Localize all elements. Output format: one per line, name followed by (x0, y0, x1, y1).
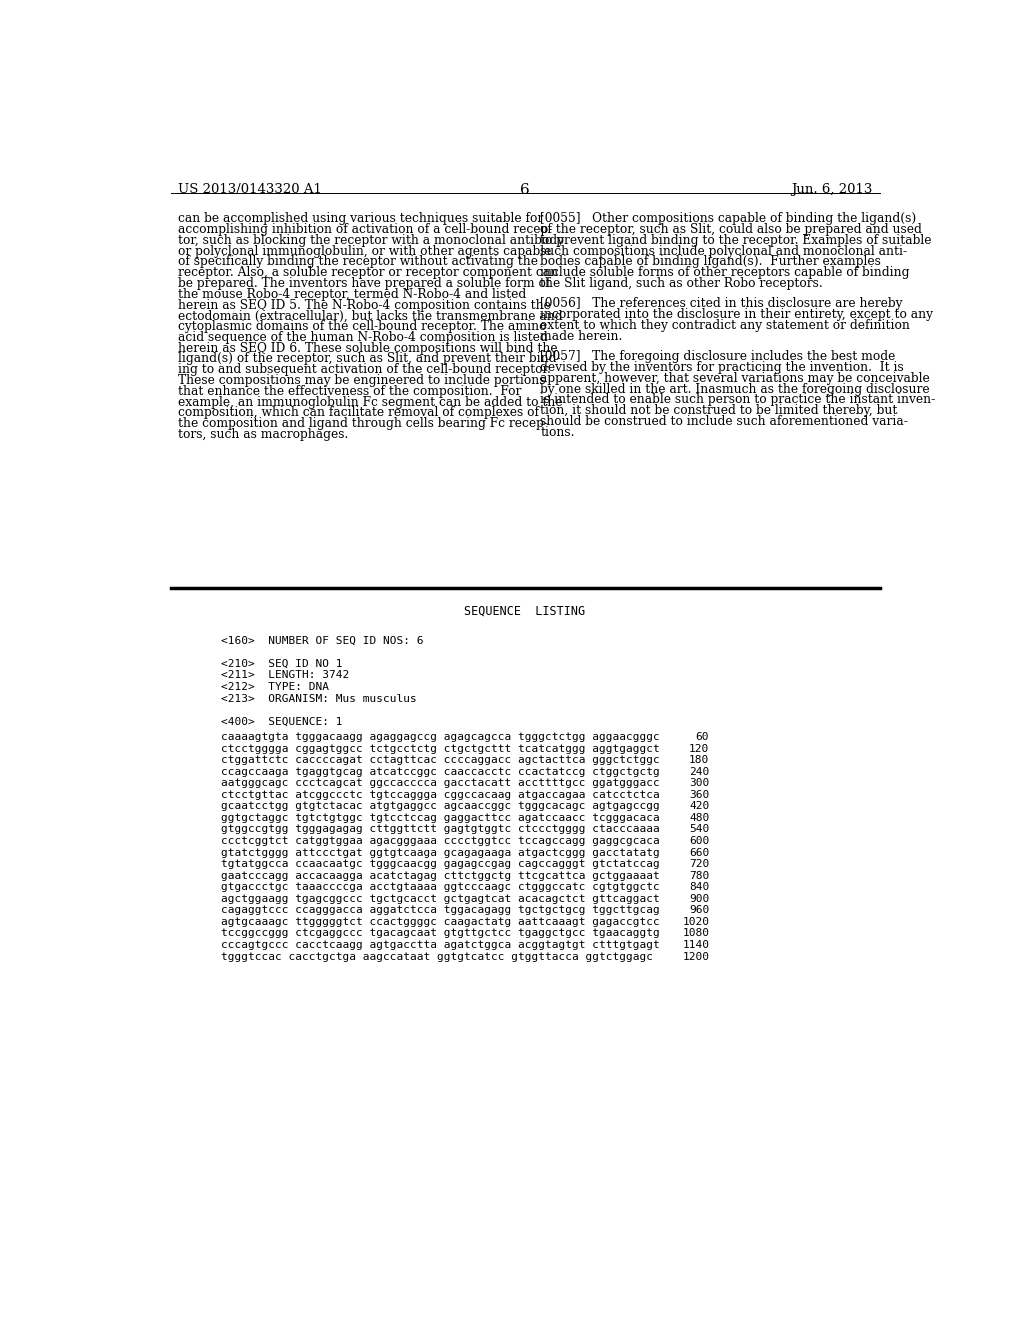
Text: 1020: 1020 (682, 917, 710, 927)
Text: gcaatcctgg gtgtctacac atgtgaggcc agcaaccggc tgggcacagc agtgagccgg: gcaatcctgg gtgtctacac atgtgaggcc agcaacc… (221, 801, 659, 812)
Text: tor, such as blocking the receptor with a monoclonal antibody: tor, such as blocking the receptor with … (178, 234, 564, 247)
Text: 420: 420 (689, 801, 710, 812)
Text: gtgaccctgc taaaccccga acctgtaaaa ggtcccaagc ctgggccatc cgtgtggctc: gtgaccctgc taaaccccga acctgtaaaa ggtccca… (221, 882, 659, 892)
Text: [0057]   The foregoing disclosure includes the best mode: [0057] The foregoing disclosure includes… (541, 350, 896, 363)
Text: such compositions include polyclonal and monoclonal anti-: such compositions include polyclonal and… (541, 244, 907, 257)
Text: ggtgctaggc tgtctgtggc tgtcctccag gaggacttcc agatccaacc tcgggacaca: ggtgctaggc tgtctgtggc tgtcctccag gaggact… (221, 813, 659, 822)
Text: be prepared. The inventors have prepared a soluble form of: be prepared. The inventors have prepared… (178, 277, 551, 290)
Text: should be construed to include such aforementioned varia-: should be construed to include such afor… (541, 414, 908, 428)
Text: devised by the inventors for practicing the invention.  It is: devised by the inventors for practicing … (541, 362, 904, 374)
Text: accomplishing inhibition of activation of a cell-bound recep-: accomplishing inhibition of activation o… (178, 223, 553, 236)
Text: ccctcggtct catggtggaa agacgggaaa cccctggtcc tccagccagg gaggcgcaca: ccctcggtct catggtggaa agacgggaaa cccctgg… (221, 836, 659, 846)
Text: 1080: 1080 (682, 928, 710, 939)
Text: Jun. 6, 2013: Jun. 6, 2013 (791, 183, 872, 197)
Text: 180: 180 (689, 755, 710, 766)
Text: or polyclonal immunoglobulin, or with other agents capable: or polyclonal immunoglobulin, or with ot… (178, 244, 552, 257)
Text: example, an immunoglobulin Fc segment can be added to the: example, an immunoglobulin Fc segment ca… (178, 396, 563, 409)
Text: 1140: 1140 (682, 940, 710, 950)
Text: 1200: 1200 (682, 952, 710, 961)
Text: 840: 840 (689, 882, 710, 892)
Text: 600: 600 (689, 836, 710, 846)
Text: caaaagtgta tgggacaagg agaggagccg agagcagcca tgggctctgg aggaacgggc: caaaagtgta tgggacaagg agaggagccg agagcag… (221, 733, 659, 742)
Text: <212>  TYPE: DNA: <212> TYPE: DNA (221, 682, 329, 692)
Text: the composition and ligand through cells bearing Fc recep-: the composition and ligand through cells… (178, 417, 549, 430)
Text: acid sequence of the human N-Robo-4 composition is listed: acid sequence of the human N-Robo-4 comp… (178, 331, 548, 345)
Text: aatgggcagc ccctcagcat ggccacccca gacctacatt accttttgcc ggatgggacc: aatgggcagc ccctcagcat ggccacccca gacctac… (221, 779, 659, 788)
Text: herein as SEQ ID 6. These soluble compositions will bind the: herein as SEQ ID 6. These soluble compos… (178, 342, 558, 355)
Text: ligand(s) of the receptor, such as Slit, and prevent their bind-: ligand(s) of the receptor, such as Slit,… (178, 352, 561, 366)
Text: tors, such as macrophages.: tors, such as macrophages. (178, 428, 349, 441)
Text: tccggccggg ctcgaggccc tgacagcaat gtgttgctcc tgaggctgcc tgaacaggtg: tccggccggg ctcgaggccc tgacagcaat gtgttgc… (221, 928, 659, 939)
Text: These compositions may be engineered to include portions: These compositions may be engineered to … (178, 374, 546, 387)
Text: apparent, however, that several variations may be conceivable: apparent, however, that several variatio… (541, 372, 930, 385)
Text: extent to which they contradict any statement or definition: extent to which they contradict any stat… (541, 319, 910, 333)
Text: to prevent ligand binding to the receptor. Examples of suitable: to prevent ligand binding to the recepto… (541, 234, 932, 247)
Text: SEQUENCE  LISTING: SEQUENCE LISTING (464, 605, 586, 618)
Text: ccagccaaga tgaggtgcag atcatccggc caaccacctc ccactatccg ctggctgctg: ccagccaaga tgaggtgcag atcatccggc caaccac… (221, 767, 659, 776)
Text: composition, which can facilitate removal of complexes of: composition, which can facilitate remova… (178, 407, 540, 420)
Text: tgggtccac cacctgctga aagccataat ggtgtcatcc gtggttacca ggtctggagc: tgggtccac cacctgctga aagccataat ggtgtcat… (221, 952, 653, 961)
Text: gtatctgggg attccctgat ggtgtcaaga gcagagaaga atgactcggg gacctatatg: gtatctgggg attccctgat ggtgtcaaga gcagaga… (221, 847, 659, 858)
Text: ctggattctc caccccagat cctagttcac ccccaggacc agctacttca gggctctggc: ctggattctc caccccagat cctagttcac ccccagg… (221, 755, 659, 766)
Text: <213>  ORGANISM: Mus musculus: <213> ORGANISM: Mus musculus (221, 693, 417, 704)
Text: tgtatggcca ccaacaatgc tgggcaacgg gagagccgag cagccagggt gtctatccag: tgtatggcca ccaacaatgc tgggcaacgg gagagcc… (221, 859, 659, 869)
Text: 360: 360 (689, 789, 710, 800)
Text: incorporated into the disclosure in their entirety, except to any: incorporated into the disclosure in thei… (541, 309, 933, 321)
Text: that enhance the effectiveness of the composition.  For: that enhance the effectiveness of the co… (178, 385, 522, 397)
Text: tion, it should not be construed to be limited thereby, but: tion, it should not be construed to be l… (541, 404, 898, 417)
Text: ectodomain (extracellular), but lacks the transmembrane and: ectodomain (extracellular), but lacks th… (178, 309, 563, 322)
Text: 780: 780 (689, 871, 710, 880)
Text: include soluble forms of other receptors capable of binding: include soluble forms of other receptors… (541, 267, 909, 280)
Text: cytoplasmic domains of the cell-bound receptor. The amino: cytoplasmic domains of the cell-bound re… (178, 321, 547, 333)
Text: 240: 240 (689, 767, 710, 776)
Text: <400>  SEQUENCE: 1: <400> SEQUENCE: 1 (221, 717, 342, 726)
Text: [0055]   Other compositions capable of binding the ligand(s): [0055] Other compositions capable of bin… (541, 213, 916, 226)
Text: 6: 6 (520, 183, 529, 197)
Text: 960: 960 (689, 906, 710, 915)
Text: receptor. Also, a soluble receptor or receptor component can: receptor. Also, a soluble receptor or re… (178, 267, 558, 280)
Text: bodies capable of binding ligand(s).  Further examples: bodies capable of binding ligand(s). Fur… (541, 256, 882, 268)
Text: made herein.: made herein. (541, 330, 623, 343)
Text: 120: 120 (689, 743, 710, 754)
Text: 900: 900 (689, 894, 710, 904)
Text: agctggaagg tgagcggccc tgctgcacct gctgagtcat acacagctct gttcaggact: agctggaagg tgagcggccc tgctgcacct gctgagt… (221, 894, 659, 904)
Text: herein as SEQ ID 5. The N-Robo-4 composition contains the: herein as SEQ ID 5. The N-Robo-4 composi… (178, 298, 551, 312)
Text: 300: 300 (689, 779, 710, 788)
Text: 60: 60 (695, 733, 710, 742)
Text: tions.: tions. (541, 426, 574, 438)
Text: is intended to enable such person to practice the instant inven-: is intended to enable such person to pra… (541, 393, 936, 407)
Text: ctcctgggga cggagtggcc tctgcctctg ctgctgcttt tcatcatggg aggtgaggct: ctcctgggga cggagtggcc tctgcctctg ctgctgc… (221, 743, 659, 754)
Text: gtggccgtgg tgggagagag cttggttctt gagtgtggtc ctccctgggg ctacccaaaa: gtggccgtgg tgggagagag cttggttctt gagtgtg… (221, 825, 659, 834)
Text: by one skilled in the art. Inasmuch as the foregoing disclosure: by one skilled in the art. Inasmuch as t… (541, 383, 930, 396)
Text: US 2013/0143320 A1: US 2013/0143320 A1 (178, 183, 323, 197)
Text: ing to and subsequent activation of the cell-bound receptor.: ing to and subsequent activation of the … (178, 363, 551, 376)
Text: <210>  SEQ ID NO 1: <210> SEQ ID NO 1 (221, 659, 342, 669)
Text: cccagtgccc cacctcaagg agtgacctta agatctggca acggtagtgt ctttgtgagt: cccagtgccc cacctcaagg agtgacctta agatctg… (221, 940, 659, 950)
Text: agtgcaaagc ttgggggtct ccactggggc caagactatg aattcaaagt gagaccgtcc: agtgcaaagc ttgggggtct ccactggggc caagact… (221, 917, 659, 927)
Text: gaatcccagg accacaagga acatctagag cttctggctg ttcgcattca gctggaaaat: gaatcccagg accacaagga acatctagag cttctgg… (221, 871, 659, 880)
Text: ctcctgttac atcggccctc tgtccaggga cggccacaag atgaccagaa catcctctca: ctcctgttac atcggccctc tgtccaggga cggccac… (221, 789, 659, 800)
Text: of specifically binding the receptor without activating the: of specifically binding the receptor wit… (178, 256, 539, 268)
Text: <160>  NUMBER OF SEQ ID NOS: 6: <160> NUMBER OF SEQ ID NOS: 6 (221, 636, 424, 645)
Text: of the receptor, such as Slit, could also be prepared and used: of the receptor, such as Slit, could als… (541, 223, 923, 236)
Text: 660: 660 (689, 847, 710, 858)
Text: the mouse Robo-4 receptor, termed N-Robo-4 and listed: the mouse Robo-4 receptor, termed N-Robo… (178, 288, 526, 301)
Text: [0056]   The references cited in this disclosure are hereby: [0056] The references cited in this disc… (541, 297, 903, 310)
Text: cagaggtccc ccagggacca aggatctcca tggacagagg tgctgctgcg tggcttgcag: cagaggtccc ccagggacca aggatctcca tggacag… (221, 906, 659, 915)
Text: 720: 720 (689, 859, 710, 869)
Text: <211>  LENGTH: 3742: <211> LENGTH: 3742 (221, 671, 349, 680)
Text: 540: 540 (689, 825, 710, 834)
Text: the Slit ligand, such as other Robo receptors.: the Slit ligand, such as other Robo rece… (541, 277, 823, 290)
Text: 480: 480 (689, 813, 710, 822)
Text: can be accomplished using various techniques suitable for: can be accomplished using various techni… (178, 213, 544, 226)
